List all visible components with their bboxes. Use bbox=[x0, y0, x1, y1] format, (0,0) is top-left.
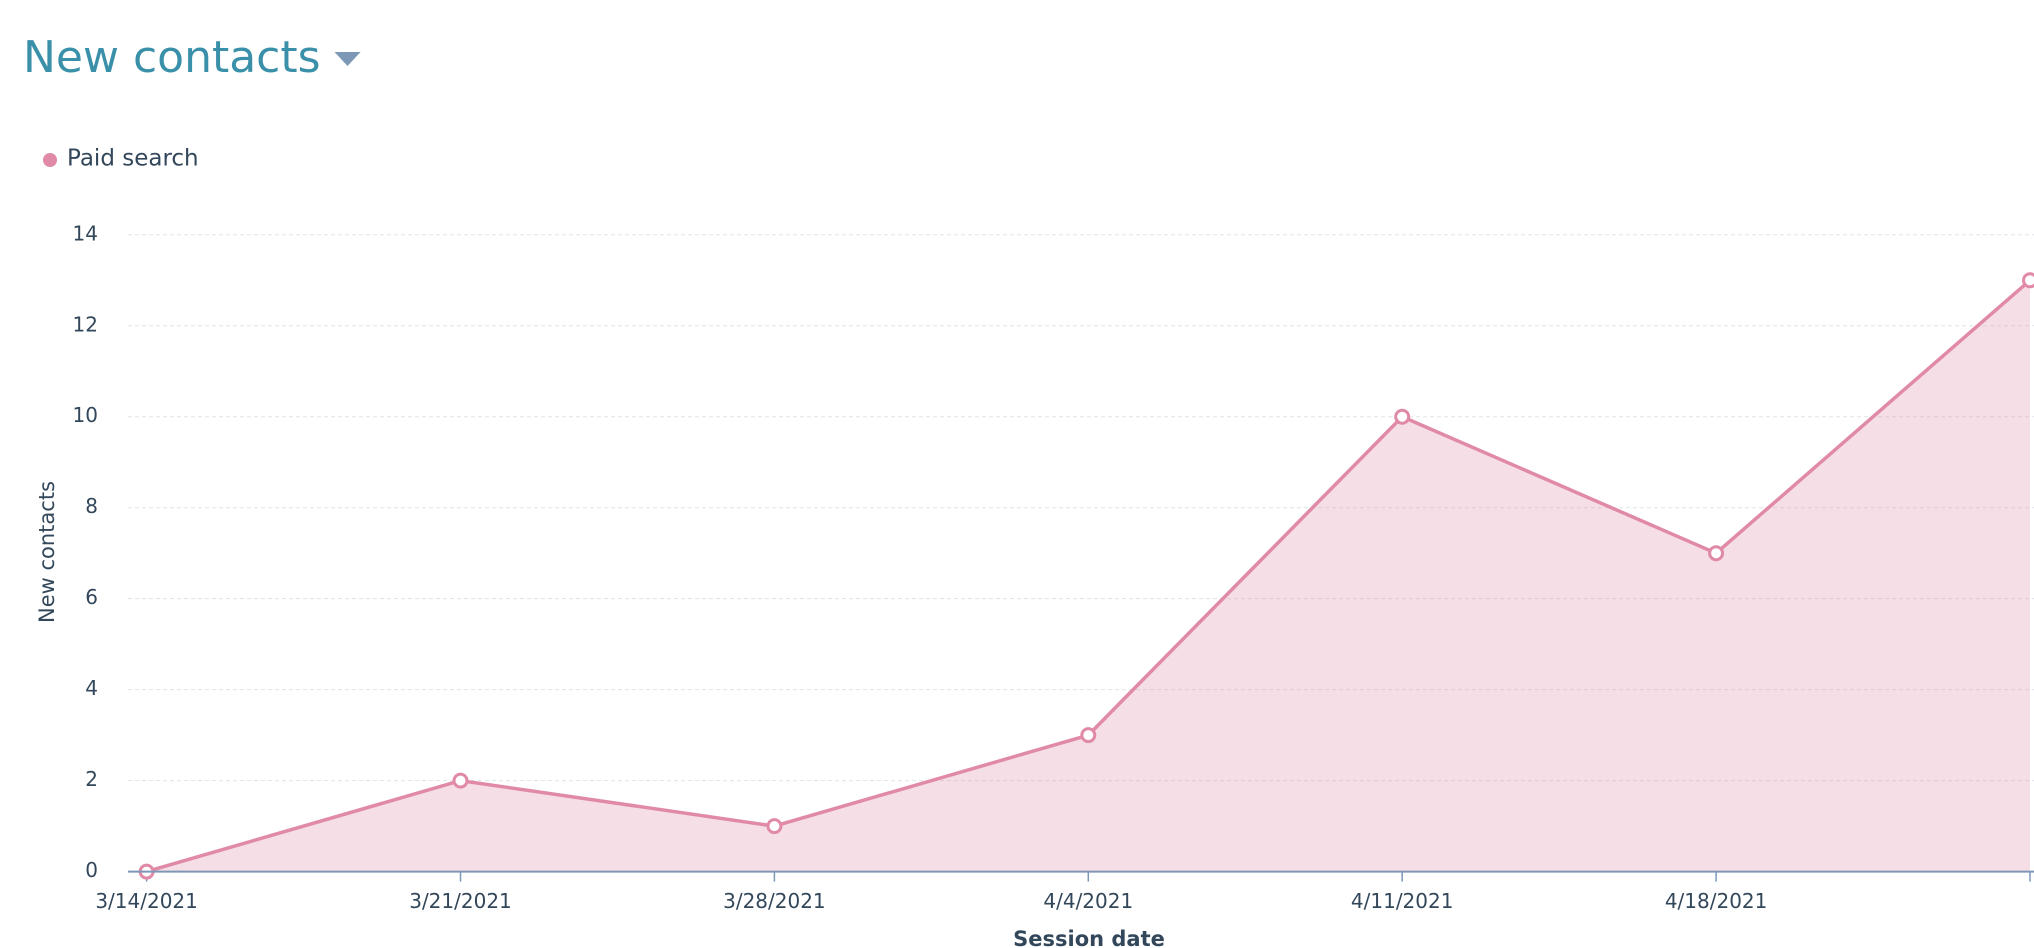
x-tick-label: 3/21/2021 bbox=[409, 889, 512, 913]
y-tick-label: 2 bbox=[85, 767, 98, 791]
area-fill bbox=[146, 280, 2031, 872]
y-tick-label: 6 bbox=[85, 585, 98, 609]
y-tick-label: 4 bbox=[85, 676, 98, 700]
legend-label: Paid search bbox=[67, 146, 199, 172]
point bbox=[766, 818, 783, 835]
y-tick-label: 0 bbox=[85, 858, 98, 882]
point bbox=[2022, 272, 2034, 289]
x-tick-label: 3/28/2021 bbox=[723, 889, 826, 913]
x-tick-label: 3/14/2021 bbox=[95, 889, 198, 913]
y-tick-label: 8 bbox=[85, 494, 98, 518]
x-tick-label: 4/4/2021 bbox=[1043, 889, 1133, 913]
y-tick-label: 10 bbox=[73, 403, 98, 427]
point bbox=[452, 772, 469, 789]
y-tick-label: 14 bbox=[73, 221, 98, 245]
chart-title[interactable]: New contacts bbox=[23, 32, 321, 83]
x-tick-label: 4/18/2021 bbox=[1665, 889, 1768, 913]
dropdown-caret[interactable] bbox=[334, 52, 361, 66]
point bbox=[1708, 545, 1725, 562]
legend-marker bbox=[43, 153, 57, 167]
point bbox=[1394, 408, 1411, 425]
x-axis-label: Session date bbox=[1013, 927, 1165, 948]
x-tick-label: 4/11/2021 bbox=[1351, 889, 1454, 913]
y-axis-label: New contacts bbox=[35, 481, 59, 623]
point bbox=[1080, 727, 1097, 744]
y-tick-label: 12 bbox=[73, 312, 98, 336]
